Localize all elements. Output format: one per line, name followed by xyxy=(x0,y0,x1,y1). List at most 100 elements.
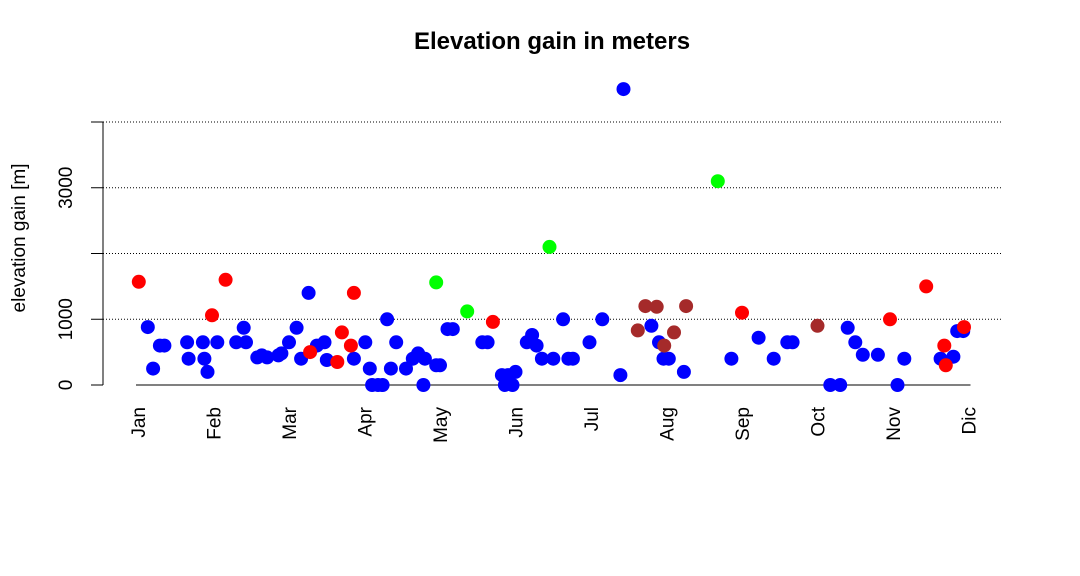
data-point-blue xyxy=(375,378,390,392)
data-point-blue xyxy=(840,320,855,335)
data-point-blue xyxy=(260,350,275,365)
data-point-blue xyxy=(595,312,610,327)
data-point-red xyxy=(485,314,500,329)
data-point-brown xyxy=(667,325,681,340)
data-point-blue xyxy=(399,361,413,376)
data-point-blue xyxy=(346,351,361,366)
x-tick-label: Jan xyxy=(129,407,150,438)
data-point-brown xyxy=(630,323,645,338)
data-point-blue xyxy=(389,335,404,350)
data-points xyxy=(131,82,971,392)
data-point-blue xyxy=(534,351,549,366)
x-tick-label: Apr xyxy=(356,406,377,436)
data-point-blue xyxy=(613,368,628,383)
data-point-blue xyxy=(556,312,571,327)
data-point-green xyxy=(710,174,725,189)
data-point-brown xyxy=(679,299,694,314)
data-point-blue xyxy=(289,320,304,335)
data-point-blue xyxy=(157,338,172,353)
data-point-blue xyxy=(785,335,800,350)
data-point-blue xyxy=(565,351,580,366)
data-point-blue xyxy=(529,338,544,353)
data-point-blue xyxy=(766,351,781,366)
x-tick-label: Feb xyxy=(205,407,226,440)
data-point-blue xyxy=(317,335,332,350)
y-tick-label: 1000 xyxy=(56,298,77,340)
data-point-blue xyxy=(890,378,905,392)
data-point-blue xyxy=(508,364,523,379)
y-tick-label: 3000 xyxy=(56,167,77,209)
data-point-blue xyxy=(383,361,398,376)
data-point-blue xyxy=(416,378,431,392)
data-point-red xyxy=(735,305,749,320)
data-point-blue xyxy=(301,285,316,300)
data-point-blue xyxy=(433,358,447,373)
data-point-blue xyxy=(616,82,631,97)
data-point-blue xyxy=(239,335,253,350)
data-point-red xyxy=(919,279,934,294)
x-tick-label: Jun xyxy=(507,407,528,438)
data-point-blue xyxy=(724,351,739,366)
data-point-blue xyxy=(644,318,659,333)
data-point-blue xyxy=(380,312,395,327)
data-point-red xyxy=(346,285,361,300)
x-tick-label: Nov xyxy=(884,407,905,441)
data-point-blue xyxy=(751,330,766,345)
data-point-red xyxy=(883,312,897,327)
data-point-red xyxy=(303,345,318,360)
data-point-blue xyxy=(870,347,885,362)
data-point-green xyxy=(542,239,557,254)
data-point-red xyxy=(937,338,952,353)
data-point-blue xyxy=(823,378,838,392)
x-tick-label: Dic xyxy=(960,407,981,434)
data-point-red xyxy=(957,320,971,335)
data-point-brown xyxy=(657,338,672,353)
chart-title: Elevation gain in meters xyxy=(414,28,690,55)
data-point-blue xyxy=(236,320,251,335)
data-point-green xyxy=(460,304,475,319)
data-point-blue xyxy=(525,328,540,342)
data-point-blue xyxy=(195,335,210,350)
data-point-blue xyxy=(140,320,155,335)
data-point-blue xyxy=(181,351,196,366)
data-point-blue xyxy=(210,335,225,350)
data-point-blue xyxy=(546,351,561,366)
y-axis-label: elevation gain [m] xyxy=(9,164,30,313)
data-point-blue xyxy=(197,351,212,366)
data-point-blue xyxy=(848,335,863,350)
data-point-red xyxy=(343,338,358,353)
data-point-red xyxy=(334,325,349,340)
data-point-blue xyxy=(180,335,195,350)
x-tick-label: Aug xyxy=(658,407,679,441)
data-point-blue xyxy=(833,378,848,392)
data-point-blue xyxy=(200,364,215,379)
data-point-red xyxy=(131,274,146,289)
data-point-blue xyxy=(445,322,460,337)
data-point-blue xyxy=(505,378,520,392)
data-point-red xyxy=(938,358,953,373)
data-point-blue xyxy=(146,361,161,376)
data-point-blue xyxy=(274,346,289,361)
data-point-blue xyxy=(319,353,334,367)
x-tick-label: Sep xyxy=(733,407,754,441)
data-point-blue xyxy=(358,335,373,350)
data-point-blue xyxy=(480,335,495,350)
data-point-blue xyxy=(282,335,296,350)
data-point-red xyxy=(218,272,233,287)
y-tick-label: 0 xyxy=(56,380,77,391)
data-point-blue xyxy=(362,361,377,376)
data-point-blue xyxy=(582,335,597,350)
data-point-brown xyxy=(810,318,825,333)
data-point-blue xyxy=(855,347,870,362)
data-point-brown xyxy=(638,299,653,314)
data-point-blue xyxy=(897,351,912,366)
x-tick-label: Jul xyxy=(582,407,603,431)
data-point-blue xyxy=(417,351,432,366)
x-tick-label: May xyxy=(431,407,452,443)
data-point-blue xyxy=(661,351,676,366)
x-tick-label: Mar xyxy=(280,406,301,439)
data-point-red xyxy=(205,308,219,323)
data-point-green xyxy=(429,275,444,290)
x-axis: Jan Feb Mar Apr May Jun Jul Aug Sep Oct Nov Dic xyxy=(129,406,981,443)
